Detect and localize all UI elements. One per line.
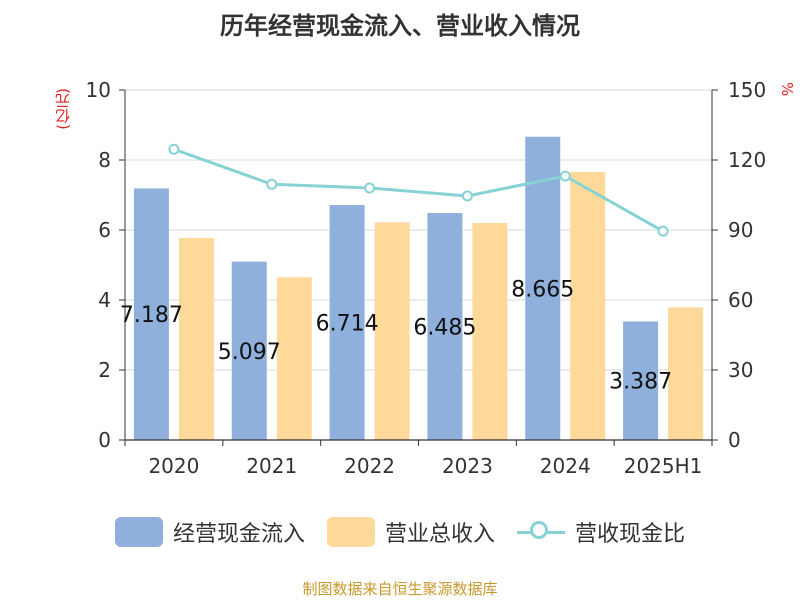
legend-swatch-cash-ratio <box>517 517 565 547</box>
legend-dot <box>530 521 548 539</box>
ratio-point <box>168 143 180 155</box>
chart-area: 0 2 4 6 8 10 0 30 60 90 120 150 2020 2021 2022 2023 2024… <box>86 78 767 478</box>
bar-cash-inflow <box>623 321 659 440</box>
y-left-tick-label: 6 <box>98 218 111 242</box>
y-left-tick-label: 10 <box>86 78 111 102</box>
legend-item-cash-ratio[interactable]: 营收现金比 <box>517 516 685 548</box>
bar-revenue <box>276 277 312 440</box>
legend-label-cash-ratio: 营收现金比 <box>575 522 686 547</box>
right-axis-unit: % <box>778 82 796 97</box>
x-tick-label: 2025H1 <box>624 454 703 478</box>
bar-cash-inflow <box>427 213 463 440</box>
y-right-tick-label: 60 <box>728 288 753 312</box>
x-tick-label: 2023 <box>442 454 493 478</box>
data-label-cash-inflow: 6.485 <box>413 316 476 341</box>
legend-label-revenue: 营业总收入 <box>384 522 495 547</box>
ratio-point <box>364 182 376 194</box>
x-tick-label: 2021 <box>246 454 297 478</box>
bar-revenue <box>570 171 606 440</box>
y-right-tick-label: 120 <box>728 148 766 172</box>
bar-cash-inflow <box>329 205 365 440</box>
data-label-cash-inflow: 6.714 <box>316 312 379 337</box>
legend-swatch-cash-inflow <box>114 517 163 547</box>
data-label-cash-inflow: 5.097 <box>218 340 281 365</box>
legend-swatch-revenue <box>326 517 375 547</box>
x-tick-label: 2020 <box>148 454 199 478</box>
y-left-tick-label: 8 <box>98 148 111 172</box>
legend-item-revenue[interactable]: 营业总收入 <box>326 516 495 548</box>
bar-cash-inflow <box>133 188 169 440</box>
data-label-cash-inflow: 3.387 <box>609 370 672 395</box>
data-label-cash-inflow: 7.187 <box>120 303 183 328</box>
y-right-tick-label: 90 <box>728 218 753 242</box>
y-right-tick-label: 30 <box>728 358 753 382</box>
bar-revenue <box>472 223 508 440</box>
legend-label-cash-inflow: 经营现金流入 <box>172 522 305 547</box>
ratio-point <box>461 190 473 202</box>
source-note: 制图数据来自恒生聚源数据库 <box>302 580 498 598</box>
ratio-point <box>266 178 278 190</box>
bar-revenue <box>178 238 214 440</box>
bar-revenue <box>668 307 704 440</box>
bar-revenue <box>374 222 410 440</box>
y-left-tick-label: 2 <box>98 358 111 382</box>
legend: 经营现金流入 营业总收入 营收现金比 <box>0 516 800 548</box>
y-left-tick-label: 0 <box>98 428 111 452</box>
ratio-point <box>559 170 571 182</box>
legend-item-cash-inflow[interactable]: 经营现金流入 <box>114 516 305 548</box>
chart-title: 历年经营现金流入、营业收入情况 <box>220 12 580 40</box>
bar-cash-inflow <box>231 261 267 440</box>
y-right-tick-label: 0 <box>728 428 741 452</box>
y-right-tick-label: 150 <box>728 78 766 102</box>
x-tick-label: 2022 <box>344 454 395 478</box>
x-tick-label: 2024 <box>540 454 591 478</box>
ratio-point <box>657 225 669 237</box>
y-left-tick-label: 4 <box>98 288 111 312</box>
data-label-cash-inflow: 8.665 <box>511 277 574 302</box>
bar-cash-inflow <box>525 136 561 440</box>
ratio-line <box>173 147 664 233</box>
